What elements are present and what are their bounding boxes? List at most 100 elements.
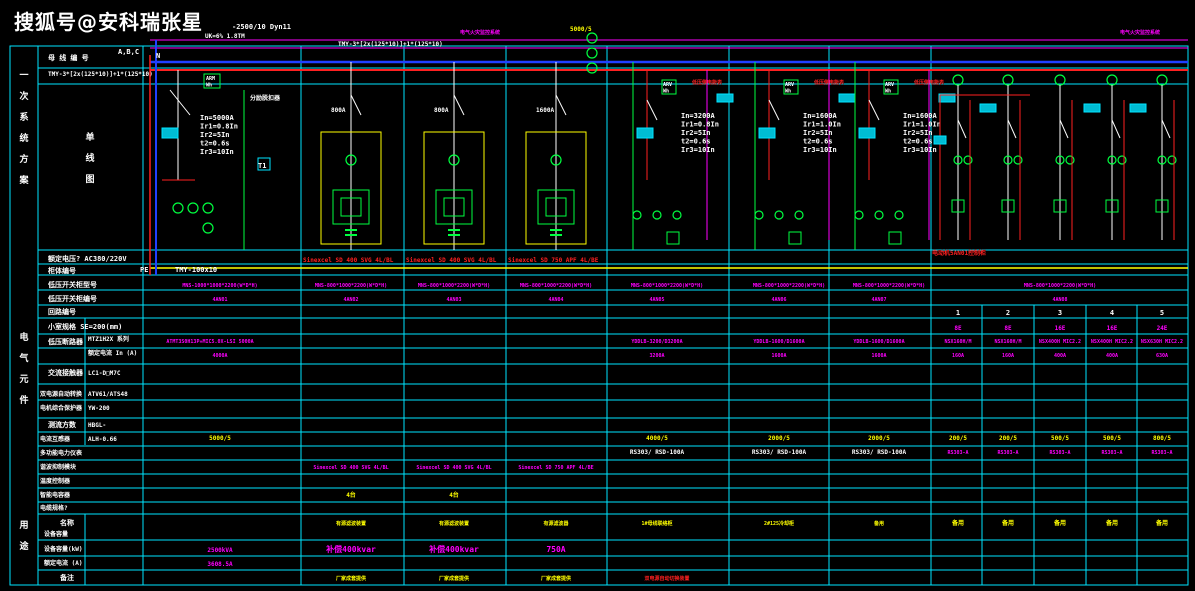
cabinet-type: MNS-800*1000*2200(W*D*H): [520, 283, 592, 289]
terminal-box: [888, 231, 902, 245]
circuit-meter: RS303-A: [1101, 450, 1122, 456]
meter-model: RS303/ RSD-100A: [630, 449, 685, 456]
single-line-label: 图: [85, 174, 94, 185]
breaker-contact: [646, 99, 658, 121]
ct-symbol: [1055, 155, 1065, 165]
cabinet-no: 4AN06: [771, 297, 786, 303]
circuit-size: 8E: [1004, 325, 1012, 332]
meter-box: [883, 79, 899, 95]
usage-name: 备用: [1053, 519, 1066, 527]
capacity-value: 补偿400kvar: [428, 544, 479, 554]
circuit-size: 16E: [1107, 325, 1118, 332]
inductor-symbol: [345, 154, 357, 166]
circuit-ct: 200/5: [999, 435, 1017, 442]
remark-value: 厂家成套提供: [439, 575, 469, 582]
breaker-in: 4000A: [212, 353, 227, 359]
circuit-size: 8E: [954, 325, 962, 332]
meter-model: RS303/ RSD-100A: [852, 449, 907, 456]
ct-symbol: [586, 47, 598, 59]
usage-name: 有源滤波装置: [439, 520, 469, 527]
cabinet-no: 4AN08: [1052, 297, 1067, 303]
pe-label: PE: [140, 266, 148, 274]
breaker-contact: [768, 99, 780, 121]
meter-label: 多功能电力仪表: [40, 449, 83, 457]
ct-symbol: [1107, 155, 1117, 165]
cable-symbol: [632, 210, 642, 220]
capacity-label: 设备容量: [44, 530, 68, 538]
incoming-breaker-setting: Ir1=0.8In: [200, 123, 238, 131]
monitor-module: [1129, 103, 1147, 113]
circuit-breaker: NSX160H/M: [994, 339, 1021, 345]
incoming-meter: Wh: [206, 83, 212, 89]
protector-label: 电机综合保护器: [40, 404, 83, 412]
terminal-box: [951, 199, 965, 213]
usage-vertical-label: 用: [18, 520, 28, 531]
ct-symbol: [1167, 155, 1177, 165]
loop-no-label: 母 线 编 号: [48, 53, 89, 62]
ct-symbol: [963, 155, 973, 165]
circuit-breaker: NSX160H/M: [944, 339, 971, 345]
incoming-breaker-setting: t2=0.6s: [200, 140, 230, 148]
smart-count: 4台: [449, 491, 459, 499]
breaker-trip-unit: [758, 127, 776, 139]
system-vertical-label: 案: [18, 174, 29, 186]
usage-name: 备用: [951, 519, 964, 527]
ct-symbol: [586, 32, 598, 44]
magenta-note: 电气火灾监控系统: [460, 29, 500, 36]
circuit-in: 400A: [1106, 353, 1118, 359]
usage-name: 有源滤波装置: [336, 520, 366, 527]
rated-current-label: 额定电流 (A): [44, 559, 82, 567]
capacity-value: 750A: [546, 545, 565, 554]
breaker-model: ATMT3S0H13P+MIC5.0X-LSI 5000A: [166, 339, 253, 345]
usage-name: 1#母线联络柜: [641, 520, 672, 527]
usage-name: 备用: [1105, 519, 1118, 527]
ct-val-label: HBGL-: [88, 422, 106, 429]
breaker-label: 低压断路器: [47, 337, 84, 346]
breaker-contact: [1007, 119, 1017, 139]
magenta-note: 电气火灾监控系统: [1120, 29, 1160, 36]
monitor-module: [979, 103, 997, 113]
remarks-label: 备注: [59, 573, 74, 582]
test-box: [257, 157, 271, 171]
cable-label: 小室规格 SE=200(mm): [47, 322, 122, 331]
busbar-label: TMY-3*[2x(125*10)]+1*(125*10): [338, 41, 443, 48]
circuit-ct: 500/5: [1051, 435, 1069, 442]
pe-bar-label: TMY-100x10: [175, 266, 217, 274]
feeder-breaker-setting: In=1600A: [803, 112, 838, 120]
equipment-vertical-label: 电: [19, 331, 28, 343]
incoming-breaker-setting: Ir3=10In: [200, 148, 234, 156]
incoming-breaker-setting: Ir2=5In: [200, 131, 230, 139]
monitor-module: [1083, 103, 1101, 113]
remark-value: 双电源自动切换装置: [644, 575, 689, 582]
breaker-contact: [1161, 119, 1171, 139]
meter-label: Wh: [885, 89, 891, 95]
breaker-trip-unit: [858, 127, 876, 139]
ct-symbol: [1157, 155, 1167, 165]
busbar-spec-label: TMY-3*[2x(125*10)]+1*(125*10): [48, 71, 153, 78]
system-vertical-label: 一: [19, 71, 28, 81]
cabinet-type: MNS-800*1000*2200(W*D*H): [753, 283, 825, 289]
harmonic-device: Sinexcel SD 750 APF 4L/BE: [518, 465, 593, 471]
feeder-breaker-setting: Ir1=1.0In: [903, 121, 941, 129]
feeder-breaker-setting: Ir3=10In: [681, 146, 715, 154]
meter-note: 低压侧电能表: [691, 79, 723, 86]
frame: [9, 45, 1189, 586]
monitor-module: [838, 93, 856, 103]
capacity2-label: 设备容量(kW): [44, 545, 82, 553]
meter-box: [783, 79, 799, 95]
protector-val-label: YW-200: [88, 405, 110, 412]
breaker-in: 1600A: [871, 353, 886, 359]
feeder-breaker-setting: Ir2=5In: [803, 129, 833, 137]
meter-box: [661, 79, 677, 95]
ct-ratio-label: 5000/5: [570, 26, 592, 33]
terminal-box: [1155, 199, 1169, 213]
device-label: Sinexcel SD 750 APF 4L/BE: [508, 257, 599, 264]
cable-symbol: [672, 210, 682, 220]
meter-label: ARV: [885, 82, 894, 88]
circuit-size: 16E: [1055, 325, 1066, 332]
terminal-box: [666, 231, 680, 245]
circuit-number: 5: [1160, 309, 1164, 317]
harmonic-device: Sinexcel SD 400 SVG 4L/BL: [416, 465, 491, 471]
circuit-number: 4: [1110, 309, 1114, 317]
